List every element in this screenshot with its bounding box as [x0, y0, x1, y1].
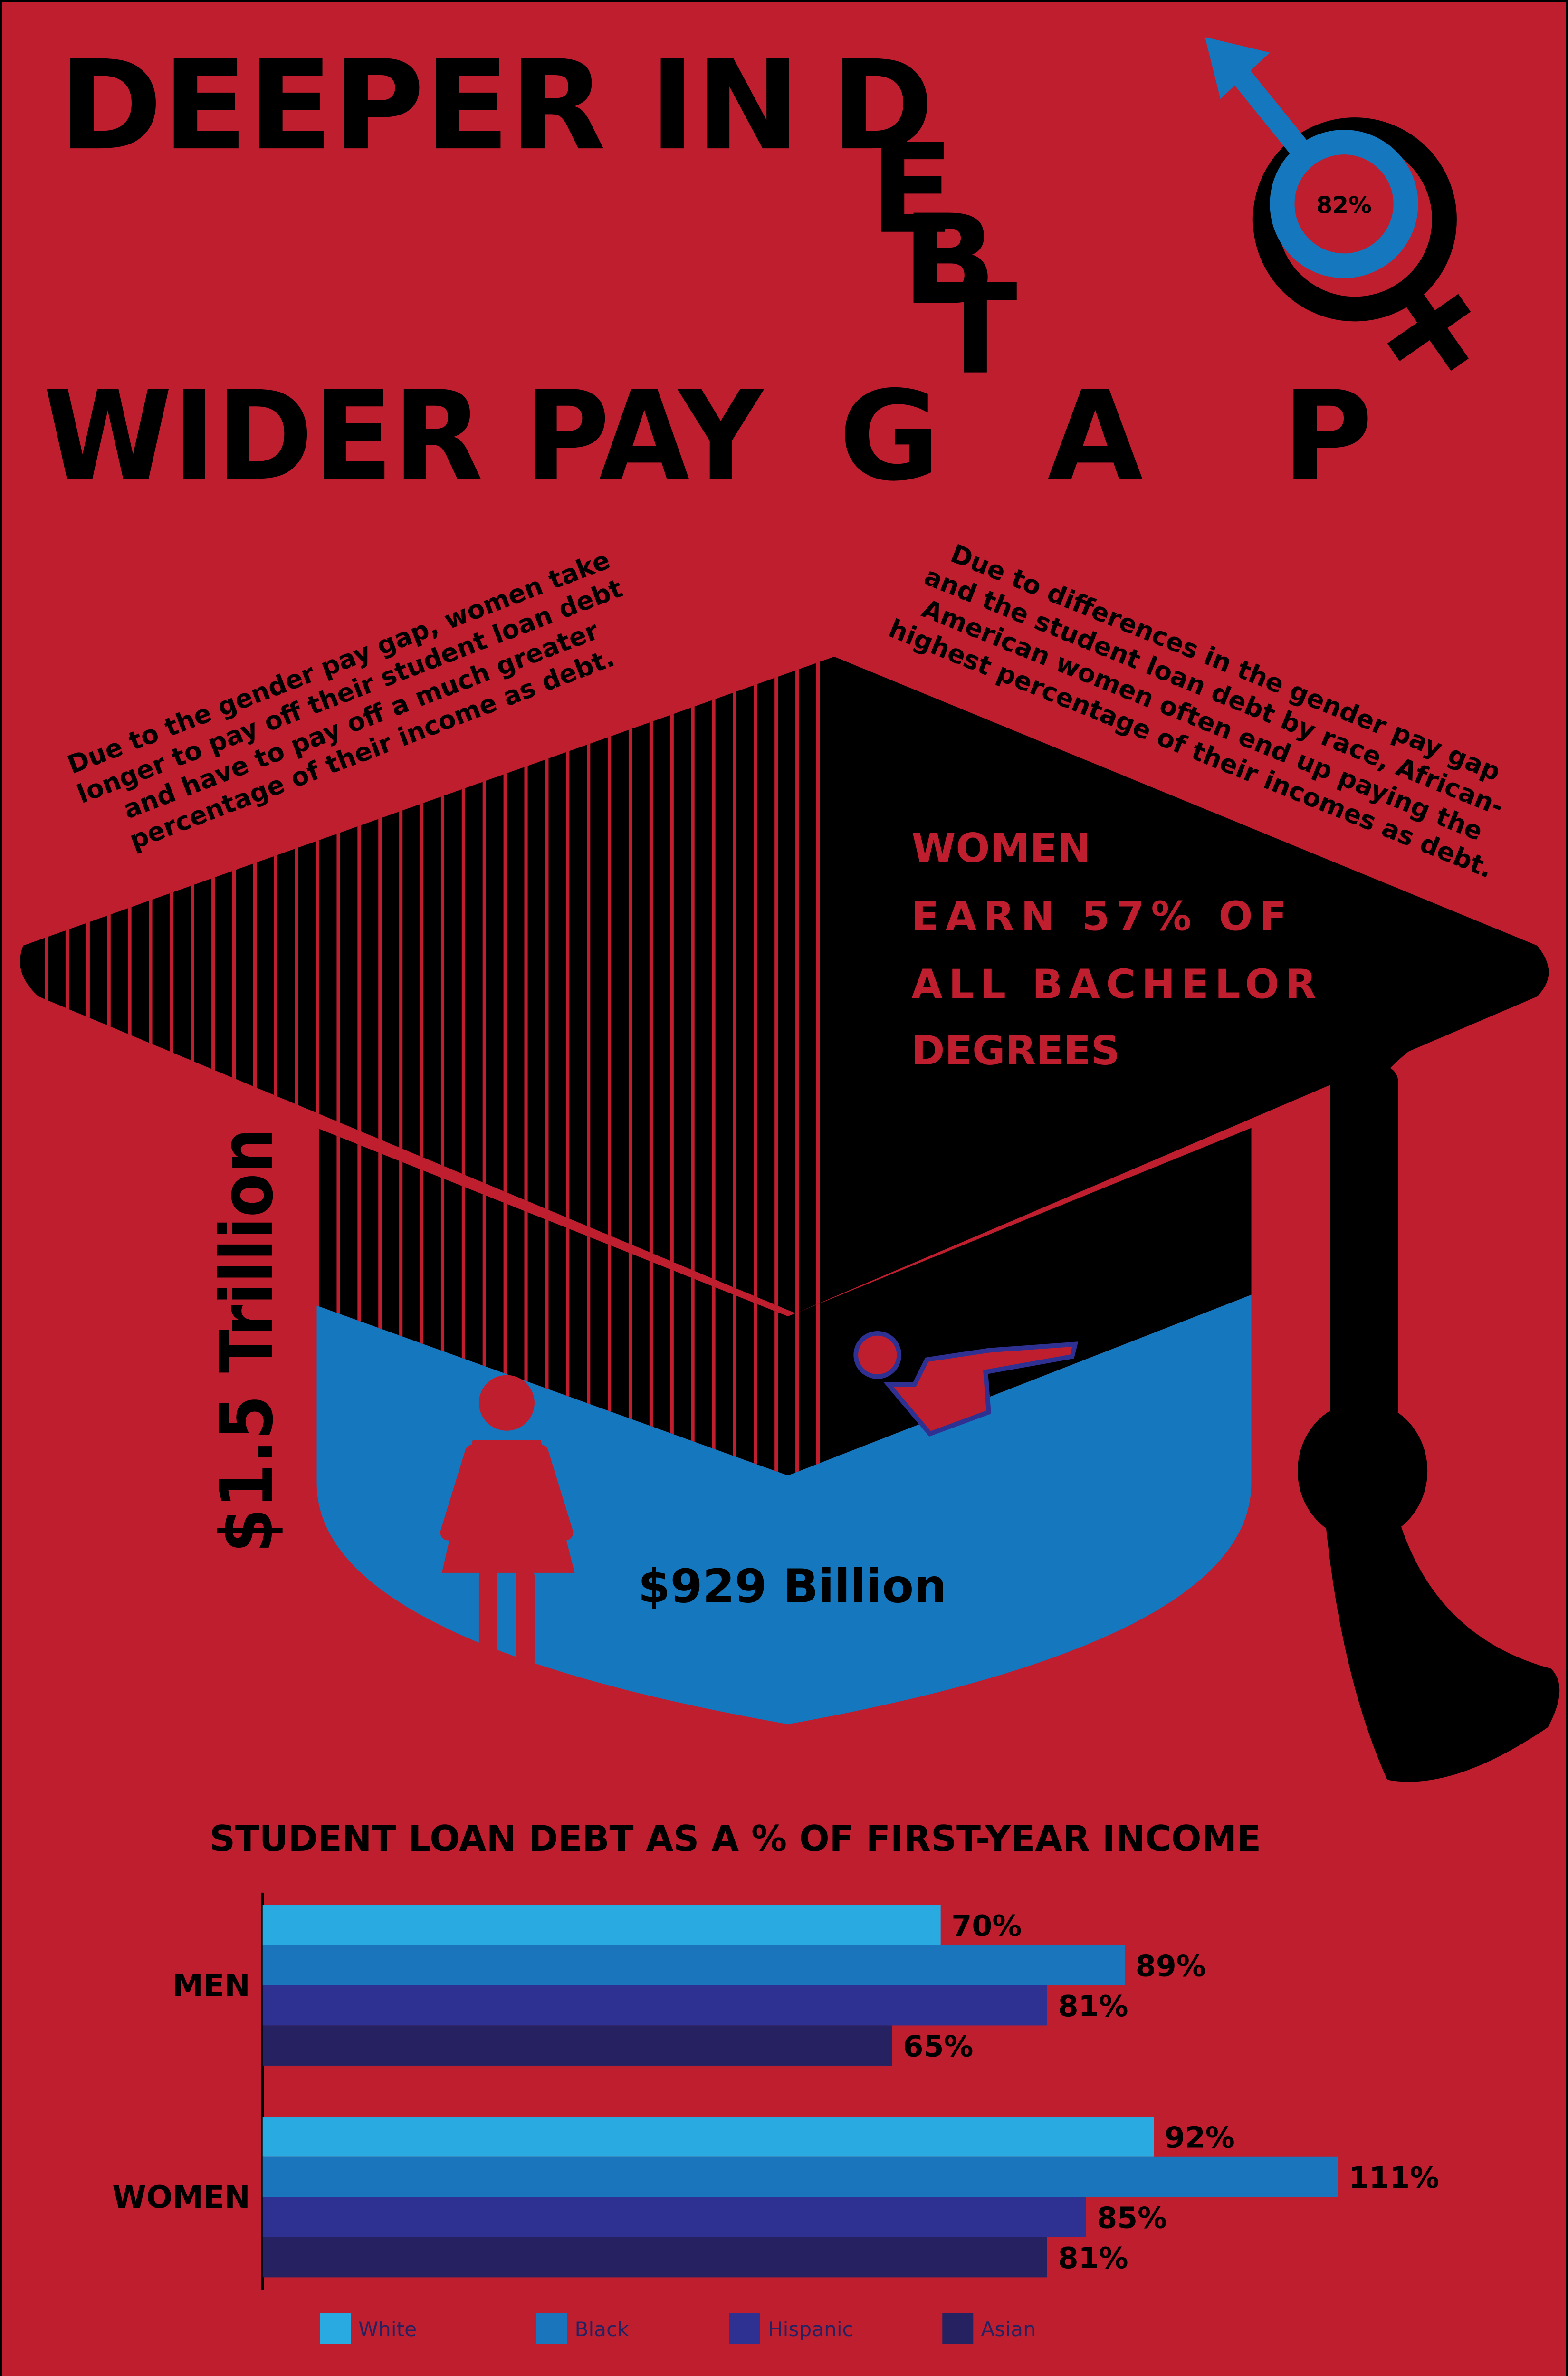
legend-label: White [358, 2318, 417, 2341]
category-label: MEN [172, 1968, 250, 2004]
bar [262, 2156, 1338, 2197]
category-label: WOMEN [112, 2180, 250, 2215]
stat-line: EARN 57% OF [911, 893, 1287, 939]
legend-label: Black [574, 2318, 629, 2341]
symbol-label: 82% [1316, 192, 1372, 219]
chart-title: STUDENT LOAN DEBT AS A % OF FIRST-YEAR I… [210, 1818, 1261, 1859]
title-letter: G [839, 365, 940, 508]
stat-line: WOMEN [911, 825, 1091, 872]
title-letter: D [831, 34, 934, 178]
value-label: 70% [951, 1909, 1022, 1943]
legend-swatch [942, 2313, 974, 2344]
legend-swatch [536, 2313, 567, 2344]
woman-icon [440, 1375, 575, 1677]
title-letter: E [870, 118, 954, 261]
value-label: 89% [1136, 1949, 1206, 1983]
bar [262, 1945, 1125, 1985]
legend-swatch [729, 2313, 760, 2344]
value-label: 81% [1058, 2241, 1128, 2275]
bar [262, 2025, 892, 2066]
title-line: DEEPER IN [59, 34, 801, 178]
bar [262, 2237, 1047, 2278]
stat-line: ALL BACHELOR [911, 961, 1316, 1007]
graduation-cap [20, 656, 1560, 1782]
value-label: 65% [903, 2029, 974, 2063]
bar-chart: STUDENT LOAN DEBT AS A % OF FIRST-YEAR I… [112, 1818, 1439, 2344]
stat-line: DEGREES [911, 1027, 1120, 1074]
value-label: 85% [1097, 2201, 1167, 2235]
value-label: 92% [1165, 2120, 1235, 2155]
bar [262, 1985, 1047, 2026]
legend-swatch [320, 2313, 351, 2344]
swimmer-icon [853, 1331, 1079, 1437]
women-debt: $929 Billion [638, 1560, 947, 1614]
legend-label: Asian [981, 2318, 1036, 2341]
title-letter: T [933, 259, 1018, 402]
value-label: 111% [1348, 2161, 1439, 2195]
total-debt: $1.5 Trillion [205, 1128, 289, 1552]
bar [262, 2197, 1086, 2237]
title-letter: P [1282, 365, 1373, 508]
title-line: WIDER PAY [43, 365, 765, 508]
gender-symbol [1205, 37, 1471, 371]
value-label: 81% [1058, 1989, 1128, 2023]
legend-label: Hispanic [768, 2318, 853, 2341]
bar [262, 2117, 1154, 2157]
title-letter: A [1047, 365, 1144, 508]
bar [262, 1905, 941, 1945]
title-letter: B [902, 189, 996, 332]
